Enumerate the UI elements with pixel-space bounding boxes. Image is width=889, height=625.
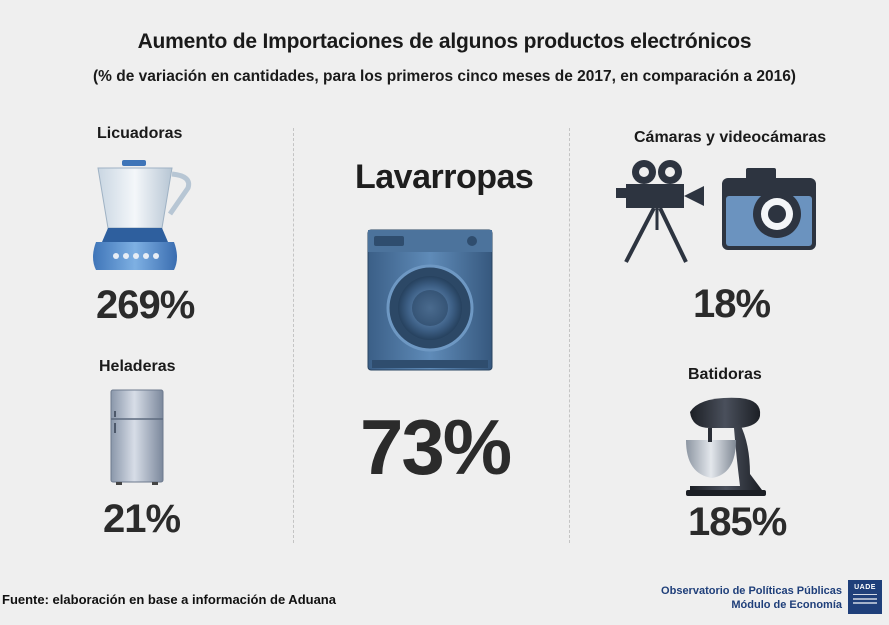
divider-left <box>293 128 294 543</box>
camaras-label: Cámaras y videocámaras <box>634 129 827 146</box>
photo-camera-icon <box>720 166 818 252</box>
washing-machine-icon <box>366 228 494 374</box>
heladeras-label: Heladeras <box>99 358 176 375</box>
observatorio-line1: Observatorio de Políticas Públicas <box>661 585 842 597</box>
stand-mixer-icon <box>680 394 772 498</box>
logo-text: UADE <box>854 584 876 591</box>
licuadoras-label: Licuadoras <box>97 125 183 142</box>
source-note: Fuente: elaboración en base a informació… <box>2 592 336 607</box>
batidoras-value: 185% <box>688 500 787 544</box>
observatorio-credit: Observatorio de Políticas Públicas Módul… <box>661 584 842 612</box>
refrigerator-icon <box>110 389 164 485</box>
infographic-subtitle: (% de variación en cantidades, para los … <box>93 68 796 85</box>
heladeras-value: 21% <box>103 497 181 541</box>
lavarropas-value: 73% <box>360 403 512 491</box>
licuadoras-value: 269% <box>96 283 195 327</box>
video-camera-icon <box>614 158 706 264</box>
observatorio-line2: Módulo de Economía <box>731 599 842 611</box>
divider-right <box>569 128 570 543</box>
batidoras-label: Batidoras <box>688 366 762 383</box>
camaras-value: 18% <box>693 282 771 326</box>
uade-logo: UADE <box>848 580 882 614</box>
lavarropas-label: Lavarropas <box>355 158 534 196</box>
infographic-title: Aumento de Importaciones de algunos prod… <box>137 30 752 53</box>
blender-icon <box>92 158 196 276</box>
